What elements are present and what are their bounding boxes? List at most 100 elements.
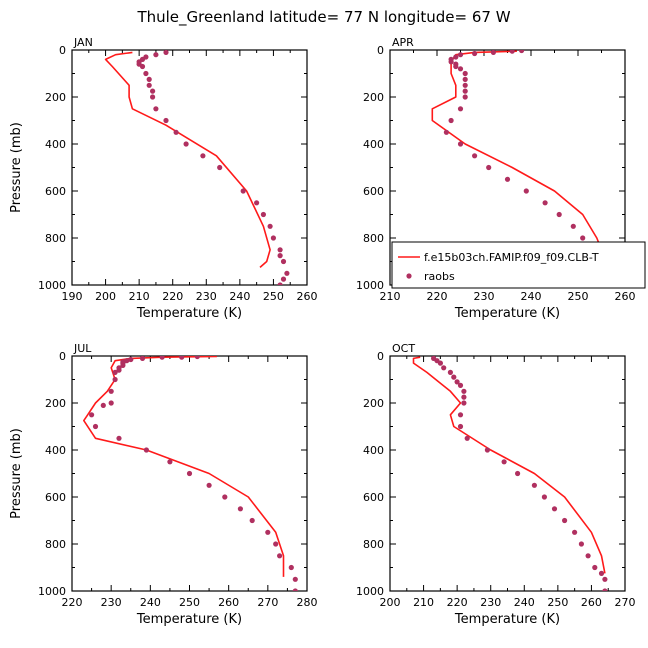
y-tick-label: 1000 [356, 279, 384, 292]
panel-label: JAN [73, 36, 93, 49]
raobs-point [490, 50, 496, 55]
raobs-point [120, 362, 126, 368]
raobs-point [265, 529, 271, 535]
x-tick-label: 240 [521, 290, 542, 303]
raobs-point [462, 76, 468, 82]
raobs-point [461, 388, 467, 394]
raobs-point [217, 164, 223, 171]
x-tick-label: 210 [129, 290, 150, 303]
raobs-point [200, 153, 206, 159]
raobs-point [222, 494, 228, 500]
raobs-point [457, 382, 464, 388]
raobs-point [139, 356, 146, 361]
x-tick-label: 210 [380, 290, 401, 303]
x-tick-label: 270 [257, 596, 278, 609]
raobs-point [237, 506, 243, 512]
plot-data [104, 50, 290, 285]
y-tick-label: 400 [363, 138, 384, 151]
raobs-point [457, 141, 464, 147]
figure-title: Thule_Greenland latitude= 77 N longitude… [136, 8, 510, 27]
raobs-point [472, 50, 478, 57]
x-tick-label: 250 [263, 290, 284, 303]
raobs-point [484, 447, 490, 453]
raobs-point [292, 576, 298, 582]
raobs-point [116, 435, 122, 441]
model-temperature-line [412, 356, 606, 574]
raobs-point [531, 482, 538, 488]
raobs-point [462, 70, 468, 77]
x-tick-label: 230 [474, 290, 495, 303]
x-tick-label: 250 [547, 596, 568, 609]
raobs-point [578, 541, 585, 547]
model-temperature-line [83, 356, 285, 577]
raobs-point [457, 66, 464, 72]
raobs-point [146, 76, 152, 82]
raobs-point [143, 447, 149, 453]
x-tick-label: 220 [162, 290, 183, 303]
x-tick-label: 270 [615, 596, 636, 609]
raobs-point [194, 356, 200, 360]
y-tick-label: 400 [363, 444, 384, 457]
panel-label: APR [392, 36, 414, 49]
raobs-point [454, 379, 460, 385]
raobs-point [92, 423, 99, 430]
raobs-point [153, 52, 159, 58]
raobs-point [457, 52, 464, 58]
raobs-point [451, 374, 457, 380]
raobs-point [461, 400, 467, 406]
raobs-point [448, 117, 454, 124]
x-tick-label: 280 [297, 596, 318, 609]
raobs-point [167, 459, 173, 465]
raobs-point [240, 188, 246, 194]
y-tick-label: 800 [363, 538, 384, 551]
raobs-point [515, 470, 521, 477]
x-tick-label: 210 [413, 596, 434, 609]
raobs-point [504, 176, 511, 182]
x-tick-label: 240 [229, 290, 250, 303]
raobs-point [592, 564, 598, 571]
raobs-point [186, 470, 193, 477]
x-tick-label: 200 [95, 290, 116, 303]
y-tick-label: 200 [363, 91, 384, 104]
raobs-point [153, 106, 159, 112]
raobs-point [159, 356, 165, 360]
raobs-point [277, 247, 283, 253]
raobs-point [562, 517, 568, 524]
raobs-point [267, 223, 273, 229]
y-tick-label: 1000 [38, 585, 66, 598]
raobs-point [602, 576, 608, 582]
plot-frame [71, 49, 308, 286]
raobs-point [447, 369, 453, 375]
x-axis-label: Temperature (K) [136, 306, 242, 321]
plot-data [431, 50, 614, 285]
x-tick-label: 220 [427, 290, 448, 303]
raobs-point [462, 88, 468, 94]
x-tick-label: 230 [196, 290, 217, 303]
x-tick-label: 250 [179, 596, 200, 609]
legend-dot-swatch [406, 273, 412, 279]
raobs-point [128, 356, 134, 363]
raobs-point [457, 106, 464, 112]
raobs-point [523, 188, 529, 194]
raobs-point [270, 235, 276, 241]
y-tick-label: 600 [363, 491, 384, 504]
raobs-point [163, 50, 169, 55]
raobs-point [570, 223, 576, 229]
raobs-point [284, 270, 290, 276]
raobs-point [112, 376, 118, 383]
y-tick-label: 600 [363, 185, 384, 198]
raobs-point [486, 164, 492, 171]
y-axis-label: Pressure (mb) [9, 122, 24, 213]
y-tick-label: 600 [45, 491, 66, 504]
raobs-point [280, 276, 287, 282]
y-tick-label: 800 [363, 232, 384, 245]
x-tick-label: 240 [514, 596, 535, 609]
raobs-point [441, 365, 447, 371]
raobs-point [462, 82, 468, 88]
x-tick-label: 190 [62, 290, 83, 303]
y-tick-label: 0 [377, 350, 384, 363]
raobs-point [509, 50, 515, 54]
raobs-point [580, 235, 586, 241]
raobs-point [89, 412, 95, 418]
